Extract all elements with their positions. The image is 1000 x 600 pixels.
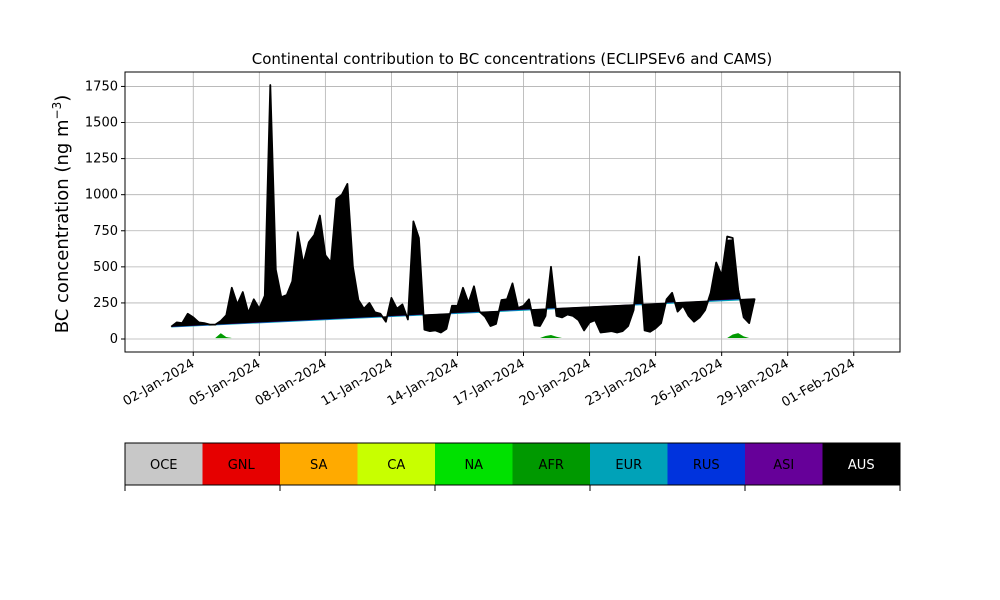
legend-swatch-aus [822,443,901,485]
legend-label-oce: OCE [150,458,178,473]
legend-label-ca: CA [387,458,405,473]
y-tick-label: 250 [93,296,118,311]
legend-label-gnl: GNL [228,458,256,473]
chart-title: Continental contribution to BC concentra… [252,50,773,68]
plot-frame [124,71,901,353]
y-tick-label: 500 [93,260,118,275]
y-tick-label: 750 [93,224,118,239]
y-tick-label: 0 [110,332,118,347]
legend-swatch-na [435,443,513,485]
legend-swatch-asi [745,443,823,485]
legend-label-afr: AFR [539,458,564,473]
legend-swatch-rus [667,443,746,485]
y-tick-label: 1250 [85,152,118,167]
legend-swatch-ca [357,443,436,485]
legend-swatch-eur [590,443,668,485]
legend-label-eur: EUR [615,458,642,473]
y-tick-label: 1000 [85,188,118,203]
total-outline [170,84,756,334]
y-tick-label: 1500 [85,116,118,131]
series-area-aus [171,85,755,333]
legend-label-na: NA [464,458,483,473]
y-axis-label-close: ) [52,95,73,102]
y-axis-label-text: BC concentration (ng m [52,119,73,333]
legend-swatch-oce [125,443,203,485]
legend-swatch-gnl [202,443,281,485]
legend-swatch-sa [280,443,358,485]
y-axis-label-superscript: −3 [50,102,64,120]
y-axis-label: BC concentration (ng m−3) [50,95,73,334]
legend-frame [124,442,901,486]
legend-swatch-afr [512,443,591,485]
region-colorbar-legend: OCE GNL SA CA NA AFR EUR RUS ASI AUS [124,442,901,491]
legend-label-rus: RUS [693,458,720,473]
legend-label-aus: AUS [848,458,875,473]
legend-label-sa: SA [310,458,327,473]
y-tick-label: 1750 [85,79,118,94]
legend-label-asi: ASI [773,458,794,473]
stacked-area-series [171,85,755,339]
